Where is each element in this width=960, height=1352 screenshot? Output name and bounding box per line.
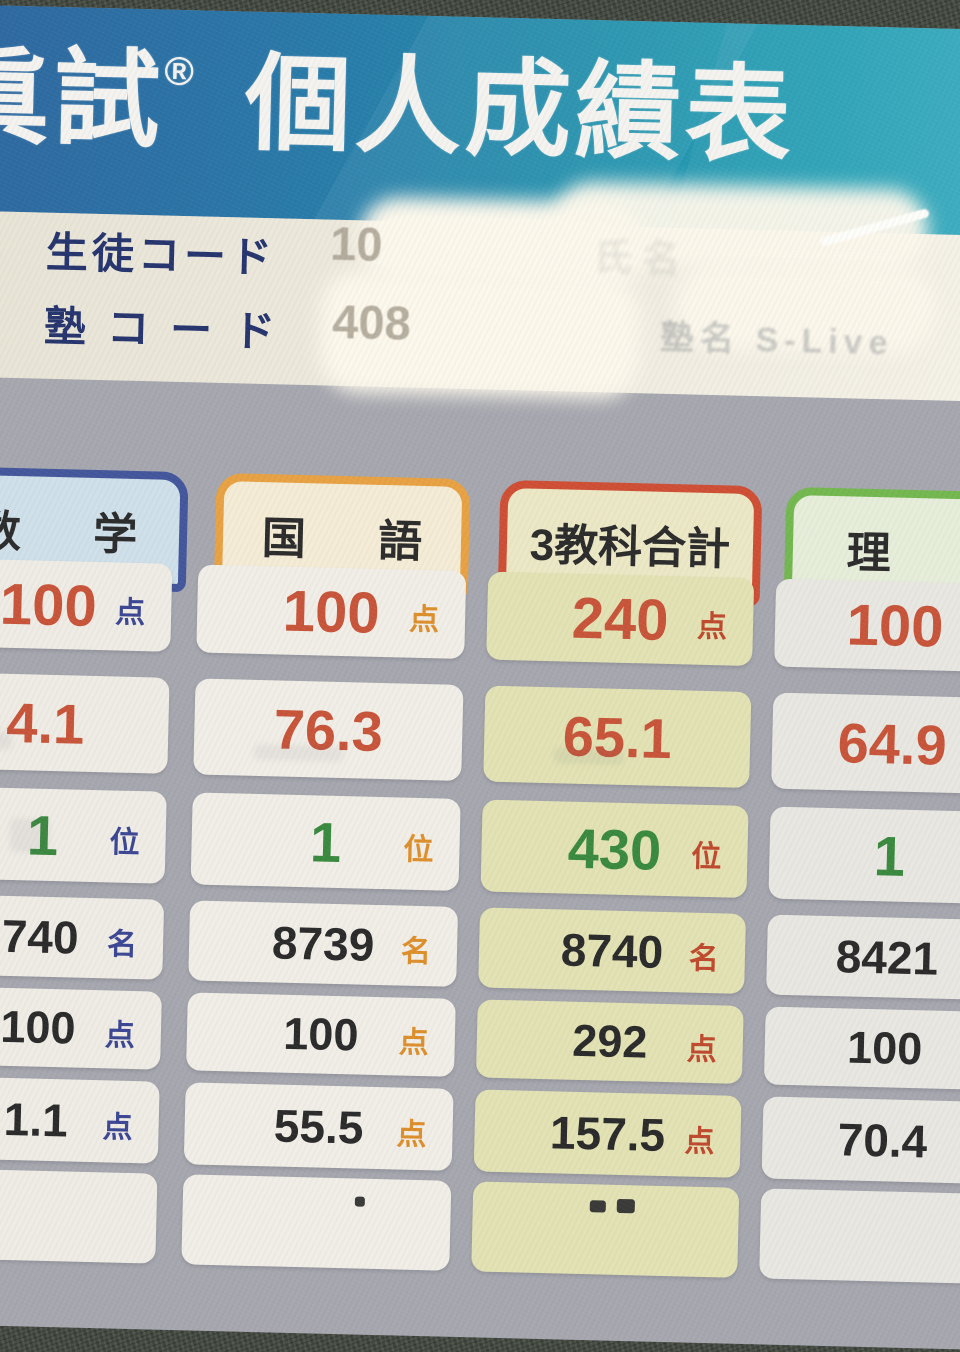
- math-points-value: 100: [0, 571, 98, 639]
- tab-three-subject-total-label: 3教科合計: [529, 520, 731, 575]
- science-deviation-value: 64.9: [836, 710, 948, 777]
- brand-logo-text: 眞試: [0, 37, 166, 161]
- japanese-rank-unit: 位: [403, 833, 434, 867]
- japanese-fullscore-value: 100: [282, 1007, 360, 1061]
- tab-science-label: 理 科: [846, 528, 960, 582]
- math-average-unit: 点: [102, 1110, 133, 1145]
- total-points-value: 240: [571, 585, 670, 653]
- cell-math-deviation: 4.1: [0, 671, 170, 774]
- cell-science-fullscore: 100: [763, 1006, 960, 1091]
- math-fullscore-value: 100: [0, 1000, 77, 1054]
- total-average-value: 157.5: [549, 1106, 666, 1162]
- juku-code-value: 408: [331, 294, 412, 350]
- japanese-rank-value: 1: [309, 809, 342, 874]
- glyph-top-mark: [354, 1196, 365, 1207]
- page-title: 眞試® 個人成績表: [0, 37, 797, 176]
- showthrough-smudge: [253, 743, 344, 763]
- tab-japanese-label: 国 語: [261, 514, 453, 568]
- cell-japanese-average: 55.5 点: [183, 1082, 454, 1171]
- science-rank-value: 1: [873, 823, 906, 888]
- math-participants-unit: 名: [106, 928, 138, 962]
- student-code-value: 10: [329, 216, 384, 271]
- cell-science-points: 100: [774, 578, 960, 673]
- math-average-value: 1.1: [3, 1092, 69, 1147]
- total-rank-value: 430: [567, 816, 663, 882]
- total-fullscore-unit: 点: [686, 1033, 718, 1067]
- science-fullscore-value: 100: [846, 1021, 923, 1075]
- cell-total-points: 240 点: [486, 571, 755, 667]
- science-points-value: 100: [845, 591, 945, 660]
- glyph-top-mark: [589, 1200, 606, 1213]
- japanese-points-unit: 点: [408, 603, 440, 638]
- japanese-points-value: 100: [282, 578, 381, 646]
- showthrough-smudge: [0, 730, 13, 750]
- cell-japanese-deviation: 76.3: [193, 678, 464, 781]
- report-paper: 眞試® 個人成績表 生徒コード 塾コード 10 408 氏名 塾名 S-Live …: [0, 4, 960, 1352]
- report-title: 個人成績表: [243, 44, 797, 176]
- partial-row-cell: [181, 1174, 452, 1271]
- juku-name-faint: 塾名 S-Live: [659, 318, 894, 363]
- cell-math-participants: 740 名: [0, 893, 165, 980]
- cell-japanese-rank: 1 位: [190, 792, 461, 891]
- cell-science-average: 70.4: [761, 1096, 960, 1185]
- japanese-average-unit: 点: [396, 1118, 427, 1152]
- tab-math-label: 数 学: [0, 507, 168, 561]
- science-participants-value: 8421: [835, 930, 939, 985]
- total-rank-unit: 位: [690, 840, 722, 874]
- cell-total-fullscore: 292 点: [475, 999, 744, 1084]
- glyph-top-mark: [616, 1198, 635, 1214]
- cell-total-deviation: 65.1: [483, 685, 752, 789]
- cell-japanese-points: 100 点: [196, 564, 467, 660]
- science-average-value: 70.4: [837, 1113, 928, 1168]
- cell-japanese-fullscore: 100 点: [186, 992, 456, 1077]
- total-average-unit: 点: [684, 1125, 715, 1159]
- partial-row-cell: [759, 1188, 960, 1285]
- japanese-participants-value: 8739: [271, 916, 375, 971]
- cell-total-average: 157.5 点: [473, 1089, 742, 1178]
- total-points-unit: 点: [696, 610, 728, 645]
- japanese-participants-unit: 名: [400, 935, 432, 969]
- cell-math-fullscore: 100 点: [0, 985, 162, 1070]
- cell-math-rank: 1 位: [0, 785, 167, 884]
- math-rank-unit: 位: [109, 826, 140, 860]
- cell-science-deviation: 64.9: [771, 692, 960, 795]
- cell-math-points: 100 点: [0, 557, 173, 652]
- cell-math-average: 1.1 点: [0, 1075, 160, 1164]
- cell-total-rank: 430 位: [480, 799, 749, 898]
- showthrough-smudge: [9, 817, 51, 853]
- showthrough-smudge: [553, 747, 625, 765]
- cell-science-rank: 1: [768, 806, 960, 905]
- cell-science-participants: 8421: [766, 914, 960, 1001]
- japanese-average-value: 55.5: [273, 1099, 365, 1154]
- partial-row-cell: [0, 1167, 158, 1264]
- total-fullscore-value: 292: [571, 1014, 649, 1068]
- total-participants-unit: 名: [688, 942, 720, 976]
- cell-total-participants: 8740 名: [478, 907, 747, 994]
- math-participants-value: 740: [1, 909, 80, 964]
- codes-overlay: 10 408 氏名 塾名 S-Live: [0, 210, 960, 418]
- math-points-unit: 点: [114, 596, 146, 630]
- math-fullscore-unit: 点: [104, 1018, 136, 1053]
- math-deviation-value: 4.1: [5, 690, 86, 756]
- photo-of-score-report: { "report": { "header": { "brand_partial…: [0, 0, 960, 1196]
- japanese-fullscore-unit: 点: [398, 1026, 430, 1060]
- registered-trademark-symbol: ®: [163, 49, 195, 95]
- title-spacer: [192, 138, 244, 139]
- cell-japanese-participants: 8739 名: [188, 900, 459, 987]
- student-name-label-faint: 氏名: [593, 237, 691, 282]
- total-participants-value: 8740: [560, 923, 664, 978]
